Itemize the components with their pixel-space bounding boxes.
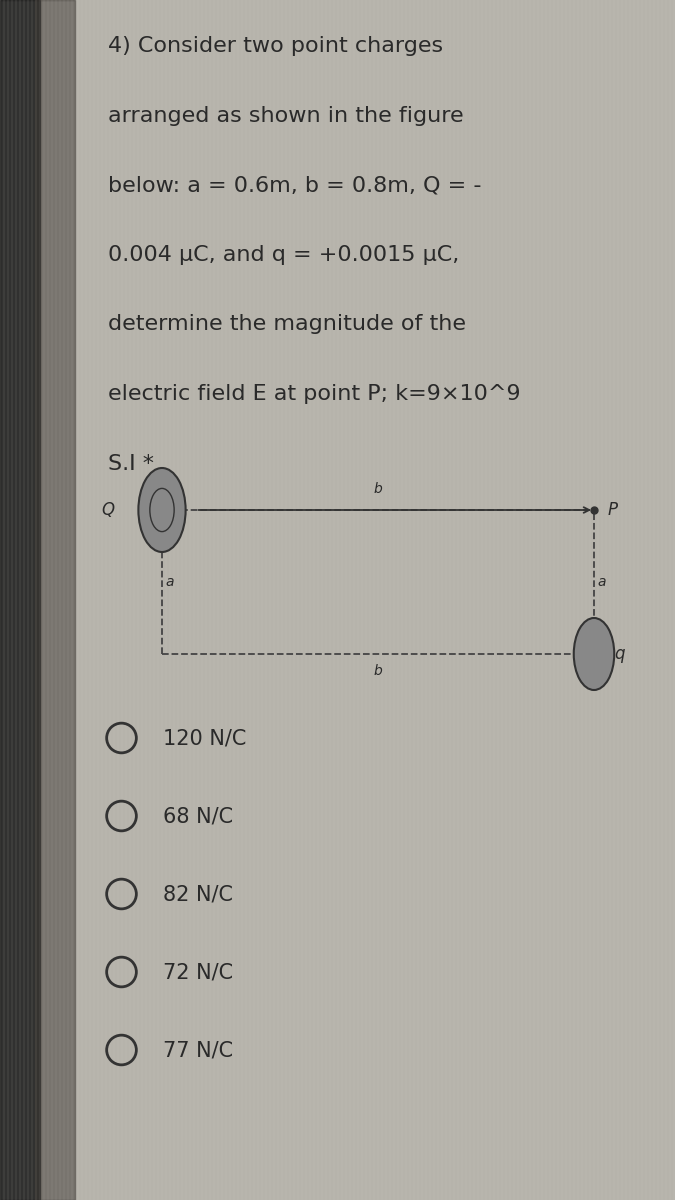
Text: below: a = 0.6m, b = 0.8m, Q = -: below: a = 0.6m, b = 0.8m, Q = - xyxy=(108,175,481,196)
Text: b: b xyxy=(374,664,382,678)
Text: 0.004 μC, and q = +0.0015 μC,: 0.004 μC, and q = +0.0015 μC, xyxy=(108,245,459,265)
Text: a: a xyxy=(597,575,606,589)
Text: 82 N/C: 82 N/C xyxy=(163,884,234,904)
Circle shape xyxy=(138,468,186,552)
Text: q: q xyxy=(614,646,625,662)
Text: 72 N/C: 72 N/C xyxy=(163,962,234,982)
Text: arranged as shown in the figure: arranged as shown in the figure xyxy=(108,106,464,126)
Text: 77 N/C: 77 N/C xyxy=(163,1040,234,1060)
Text: S.I *: S.I * xyxy=(108,454,154,474)
Text: 120 N/C: 120 N/C xyxy=(163,728,247,748)
Circle shape xyxy=(574,618,614,690)
Text: 68 N/C: 68 N/C xyxy=(163,806,234,826)
Text: Q: Q xyxy=(102,502,115,518)
Text: electric field E at point P; k=9×10^9: electric field E at point P; k=9×10^9 xyxy=(108,384,520,404)
Text: a: a xyxy=(165,575,174,589)
Text: b: b xyxy=(374,481,382,496)
Text: P: P xyxy=(608,502,618,518)
Text: 4) Consider two point charges: 4) Consider two point charges xyxy=(108,36,443,56)
Text: determine the magnitude of the: determine the magnitude of the xyxy=(108,314,466,335)
